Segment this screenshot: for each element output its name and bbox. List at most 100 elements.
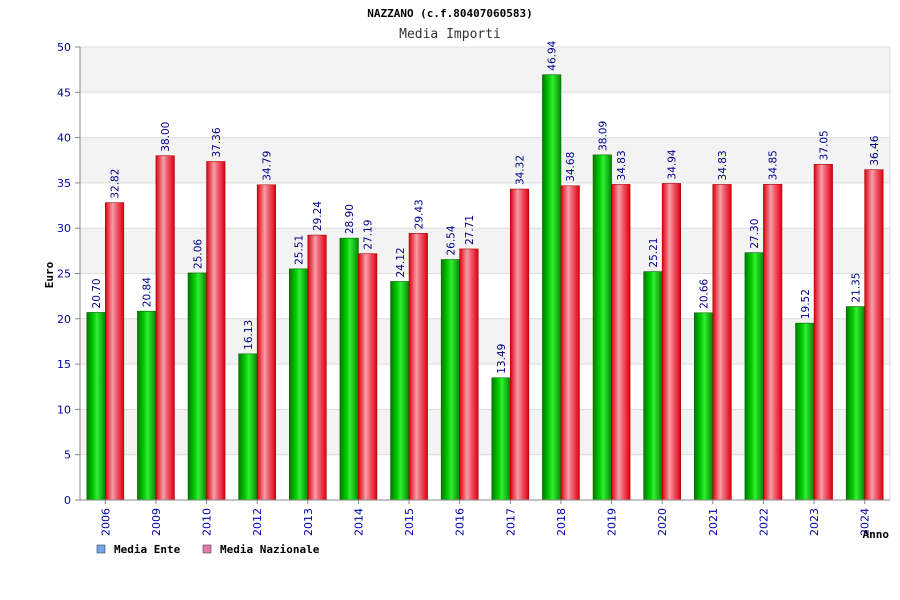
bar-value-label: 16.13 <box>243 320 255 350</box>
bar-media-ente <box>440 259 460 501</box>
chart-subtitle: Media Importi <box>399 27 501 42</box>
bar-media-ente <box>187 272 207 501</box>
bar-media-nazionale <box>358 253 378 501</box>
bar-value-label: 25.06 <box>192 239 204 269</box>
bar-media-ente <box>592 154 612 501</box>
bar-media-nazionale <box>661 183 681 501</box>
x-tick-label: 2014 <box>352 508 365 536</box>
bar-value-label: 29.24 <box>312 201 324 231</box>
x-tick-label: 2010 <box>201 508 214 536</box>
x-axis-label: Anno <box>863 528 890 541</box>
y-tick-label: 25 <box>57 268 71 281</box>
bar-media-nazionale <box>256 184 276 501</box>
bar-media-nazionale <box>307 234 327 501</box>
x-tick-label: 2006 <box>99 508 112 536</box>
bar-media-nazionale <box>459 248 479 501</box>
bar-media-ente <box>744 252 764 501</box>
bar-media-ente <box>643 271 663 501</box>
x-tick-label: 2023 <box>808 508 821 536</box>
x-tick-label: 2021 <box>707 508 720 536</box>
y-axis-ticks: 0 5 10 15 20 25 30 35 40 45 50 <box>57 41 80 507</box>
y-tick-label: 45 <box>57 86 71 99</box>
bar-media-ente <box>491 377 511 501</box>
bar-value-label: 25.21 <box>648 238 660 268</box>
bar-value-label: 19.52 <box>800 289 812 319</box>
bar-media-nazionale <box>712 184 732 501</box>
x-tick-label: 2022 <box>757 508 770 536</box>
x-axis-ticks: 2006 2009 2010 2012 2013 2014 2015 2016 2017 2018… <box>99 500 872 536</box>
bar-value-label: 25.51 <box>294 235 306 265</box>
x-tick-label: 2024 <box>859 508 872 536</box>
bar-value-label: 34.83 <box>717 150 729 180</box>
bar-media-nazionale <box>813 164 833 501</box>
bar-media-nazionale <box>763 183 783 501</box>
legend-label-media-ente: Media Ente <box>114 543 181 556</box>
y-tick-label: 15 <box>57 358 71 371</box>
bar-value-label: 20.66 <box>699 278 711 308</box>
x-tick-label: 2017 <box>504 508 517 536</box>
bar-media-nazionale <box>864 169 884 501</box>
legend-swatch-media-ente <box>96 544 106 554</box>
bar-value-label: 38.00 <box>160 122 172 152</box>
x-tick-label: 2020 <box>656 508 669 536</box>
bar-value-label: 26.54 <box>445 225 457 255</box>
y-tick-label: 0 <box>64 494 71 507</box>
y-tick-label: 5 <box>64 449 71 462</box>
y-tick-label: 40 <box>57 132 71 145</box>
bar-value-label: 38.09 <box>597 121 609 151</box>
bar-value-label: 27.30 <box>749 219 761 249</box>
bar-value-label: 34.94 <box>666 149 678 179</box>
bar-media-ente <box>795 322 815 501</box>
y-tick-label: 10 <box>57 403 71 416</box>
bar-value-label: 20.84 <box>142 277 154 307</box>
bar-value-label: 34.83 <box>616 150 628 180</box>
bar-media-nazionale <box>611 184 631 501</box>
bar-media-ente <box>339 237 359 501</box>
bar-value-label: 34.85 <box>768 150 780 180</box>
bar-media-nazionale <box>560 185 580 501</box>
bar-media-nazionale <box>105 202 125 501</box>
y-tick-label: 20 <box>57 313 71 326</box>
bar-media-ente <box>390 281 410 501</box>
bar-value-label: 13.49 <box>496 344 508 374</box>
bar-media-ente <box>238 353 258 501</box>
bar-media-nazionale <box>155 155 175 501</box>
bar-value-label: 46.94 <box>547 40 559 70</box>
bar-media-nazionale <box>206 161 226 501</box>
bar-value-label: 29.43 <box>413 199 425 229</box>
bar-media-ente <box>694 312 714 501</box>
y-tick-label: 50 <box>57 41 71 54</box>
bar-value-label: 20.70 <box>91 278 103 308</box>
plot-band <box>80 47 890 93</box>
bar-media-ente <box>289 268 309 501</box>
bar-value-label: 37.05 <box>818 130 830 160</box>
x-tick-label: 2012 <box>251 508 264 536</box>
x-tick-label: 2018 <box>555 508 568 536</box>
x-tick-label: 2009 <box>150 508 163 536</box>
bar-value-label: 34.68 <box>565 152 577 182</box>
bar-value-label: 24.12 <box>395 247 407 277</box>
bar-media-ente <box>845 306 865 501</box>
bar-media-ente <box>137 310 157 501</box>
x-tick-label: 2016 <box>454 508 467 536</box>
y-axis-label: Euro <box>43 261 56 288</box>
x-tick-label: 2019 <box>606 508 619 536</box>
legend-swatch-media-nazionale <box>202 544 212 554</box>
legend-label-media-nazionale: Media Nazionale <box>220 543 320 556</box>
y-tick-label: 35 <box>57 177 71 190</box>
x-tick-label: 2013 <box>302 508 315 536</box>
x-tick-label: 2015 <box>403 508 416 536</box>
bar-value-label: 28.90 <box>344 204 356 234</box>
legend: Media Ente Media Nazionale <box>96 543 320 556</box>
chart-title: NAZZANO (c.f.80407060583) <box>367 7 533 20</box>
bar-value-label: 27.71 <box>464 215 476 245</box>
bar-value-labels: 20.70 32.82 20.84 38.00 25.06 37.36 16.13 34.79… <box>91 40 881 373</box>
bar-media-ente <box>86 312 106 501</box>
plot-band <box>80 92 890 138</box>
bar-value-label: 27.19 <box>363 220 375 250</box>
bar-media-nazionale <box>510 188 530 501</box>
bar-value-label: 21.35 <box>850 273 862 303</box>
bar-value-label: 32.82 <box>110 169 122 199</box>
bar-value-label: 36.46 <box>869 135 881 165</box>
